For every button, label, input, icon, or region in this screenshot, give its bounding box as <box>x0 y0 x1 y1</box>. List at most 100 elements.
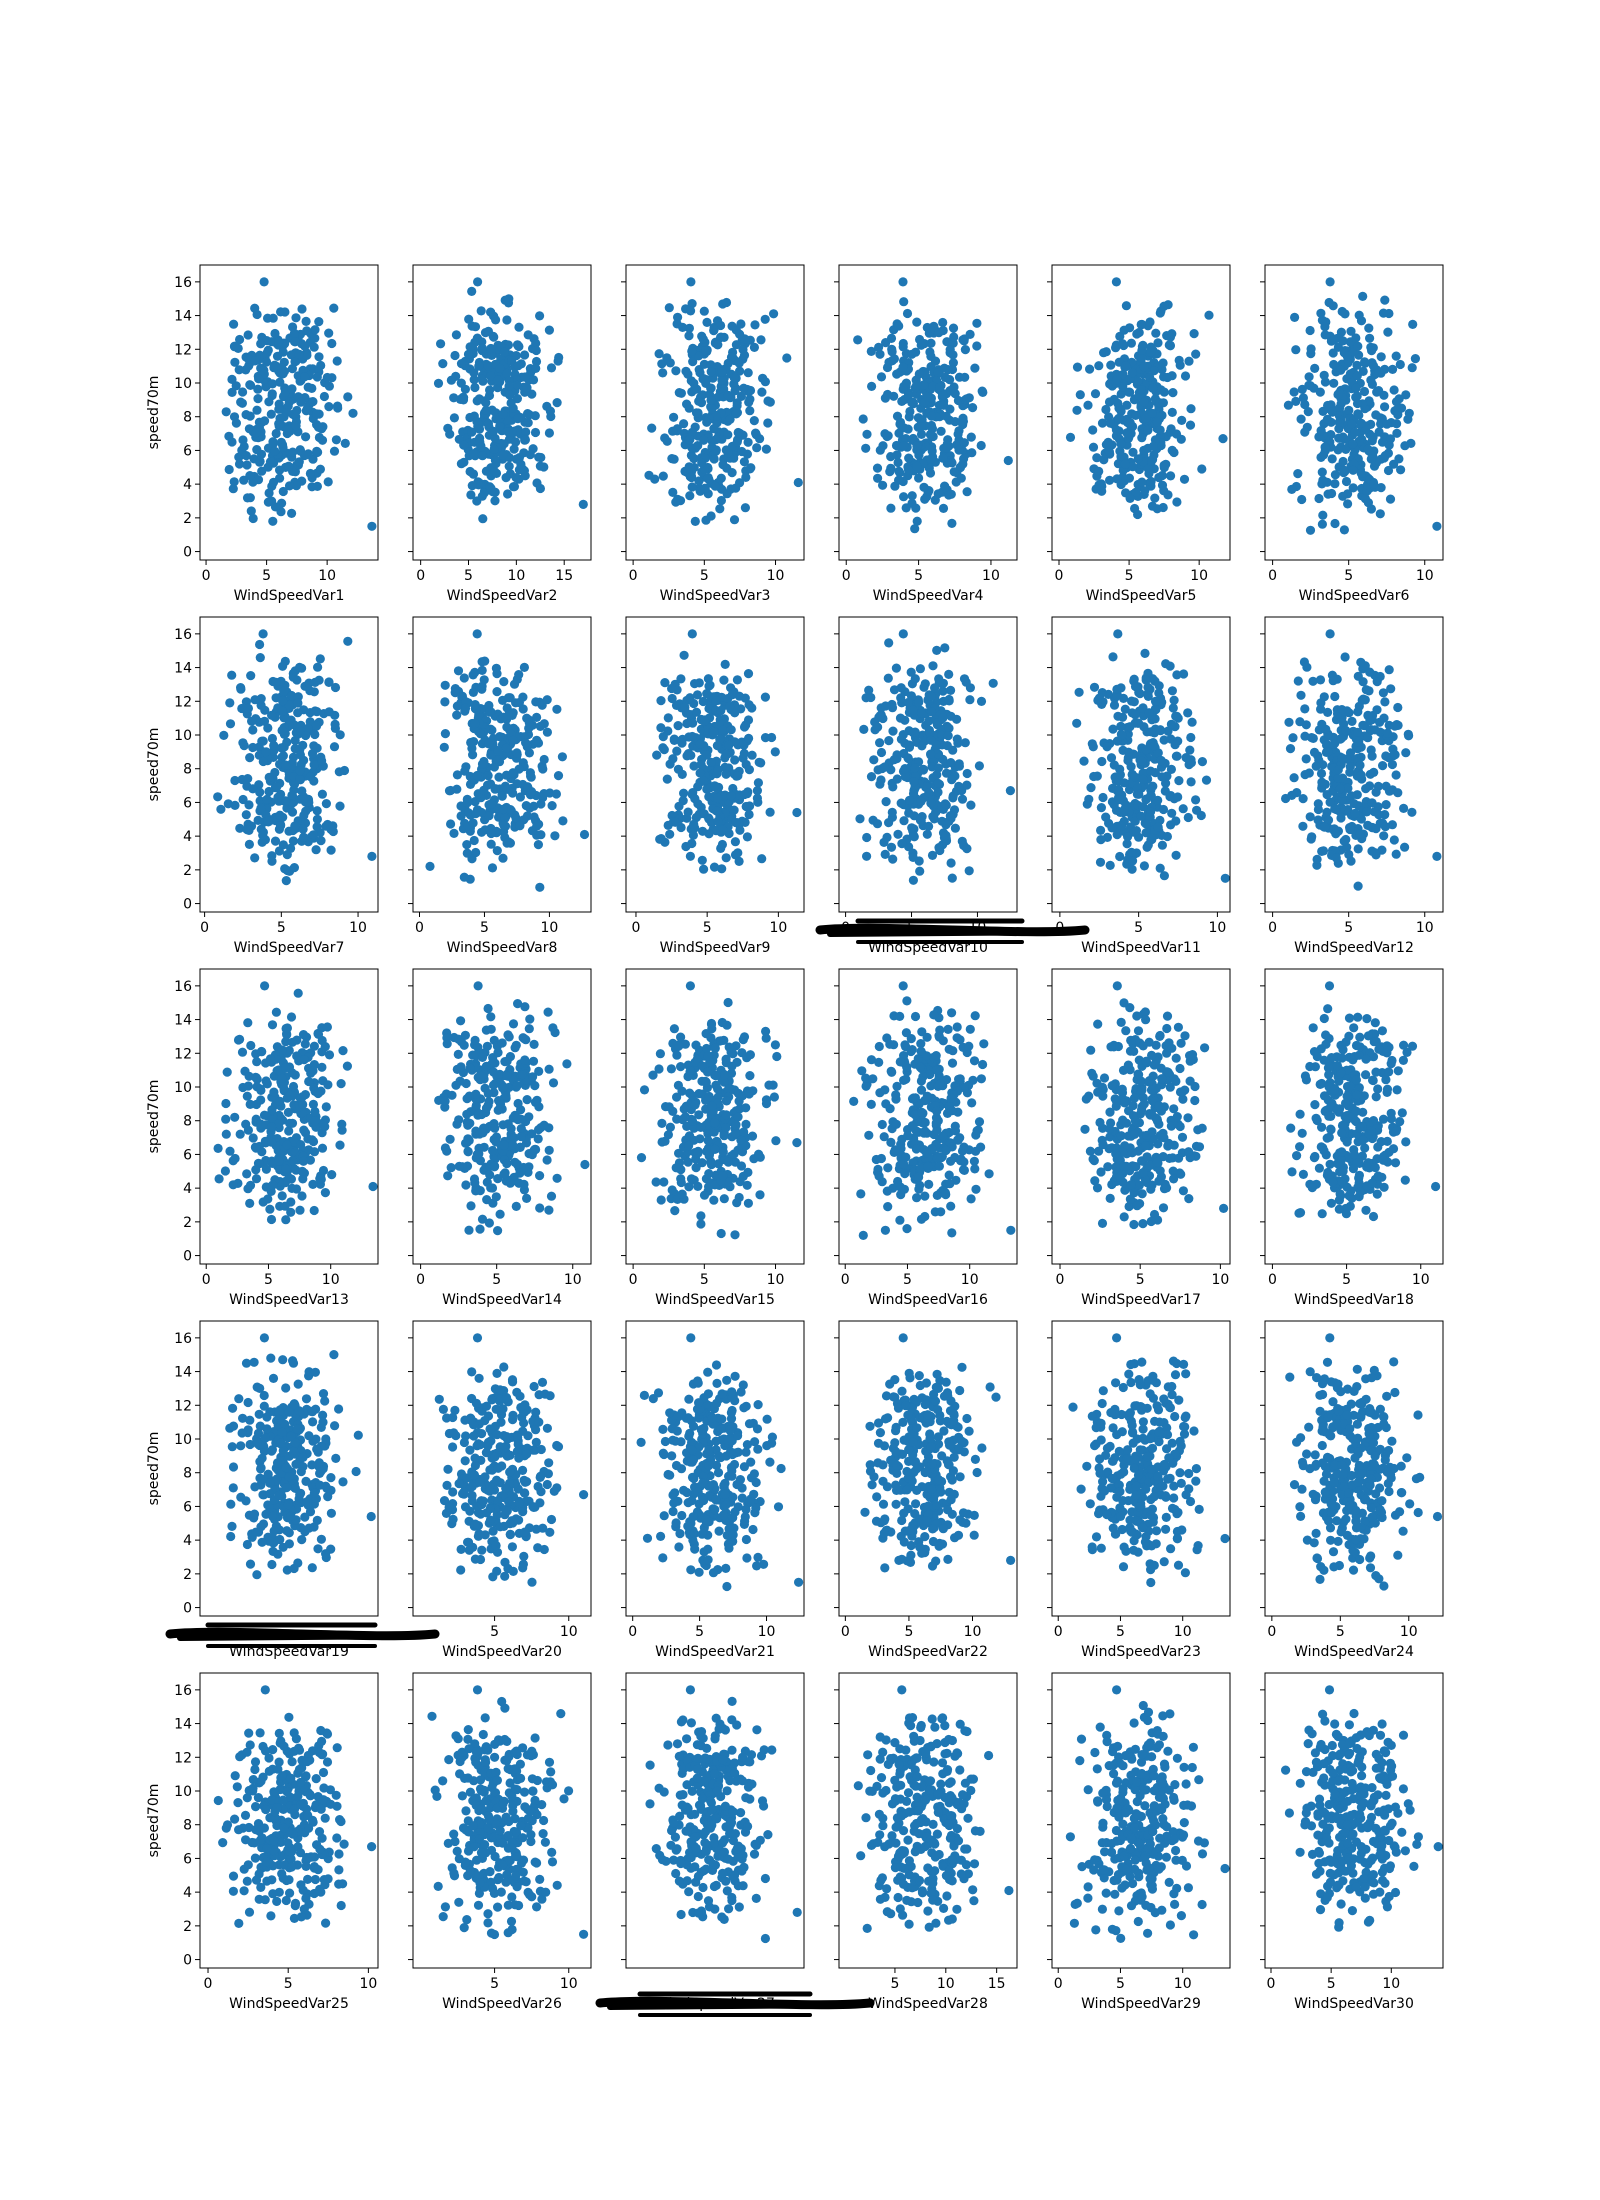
scatter-point <box>1380 697 1390 707</box>
scatter-point <box>293 708 303 718</box>
scatter-point <box>284 1126 294 1136</box>
scatter-point <box>224 464 234 475</box>
scatter-point <box>272 782 282 792</box>
x-axis-label: WindSpeedVar7 <box>234 940 345 956</box>
scatter-point <box>715 504 725 514</box>
scatter-point <box>1150 676 1160 686</box>
scatter-point <box>959 674 970 684</box>
scatter-point <box>492 669 502 679</box>
scatter-point <box>460 703 471 714</box>
scatter-point <box>882 389 893 400</box>
scatter-point <box>1356 770 1366 780</box>
scatter-point <box>502 1056 512 1066</box>
scatter-point <box>908 705 918 715</box>
scatter-point <box>1146 727 1156 737</box>
scatter-point <box>739 789 750 800</box>
scatter-point <box>965 695 975 705</box>
scatter-point <box>706 395 716 405</box>
scatter-point <box>710 1144 720 1154</box>
scatter-point <box>1105 418 1115 428</box>
scatter-point <box>1401 748 1411 758</box>
scatter-point <box>274 404 284 414</box>
scatter-point <box>704 681 714 691</box>
scatter-point <box>488 426 498 436</box>
scatter-point <box>1317 519 1327 529</box>
scatter-point <box>297 1191 307 1201</box>
scatter-point <box>296 397 306 407</box>
scatter-point <box>511 1040 521 1050</box>
scatter-point <box>699 864 709 874</box>
scatter-point <box>513 999 523 1009</box>
plot-frame <box>412 264 592 561</box>
scatter-point <box>656 1195 666 1205</box>
scatter-point <box>1284 717 1294 727</box>
scatter-point <box>252 309 262 320</box>
scatter-point <box>1094 466 1104 476</box>
x-axis-label: WindSpeedVar13 <box>229 1292 349 1308</box>
scatter-point <box>312 743 322 753</box>
x-axis-label: WindSpeedVar4 <box>873 588 984 604</box>
scatter-point <box>731 483 741 493</box>
scatter-point <box>1296 690 1306 700</box>
scatter-point <box>1370 725 1380 735</box>
scatter-point <box>235 1034 245 1044</box>
scatter-point <box>263 723 273 733</box>
scatter-point <box>502 722 512 732</box>
scatter-point <box>695 1134 705 1144</box>
scatter-point <box>464 1225 474 1235</box>
scatter-point <box>320 1042 330 1052</box>
scatter-point <box>255 787 265 797</box>
scatter-point <box>1089 682 1100 692</box>
scatter-point <box>880 849 890 860</box>
scatter-point <box>951 477 961 487</box>
scatter-point <box>710 1118 720 1128</box>
scatter-point <box>310 1106 320 1117</box>
scatter-point <box>512 1081 522 1091</box>
scatter-point <box>498 450 508 460</box>
scatter-point <box>1144 708 1154 718</box>
scatter-point <box>239 441 249 452</box>
scatter-point <box>1005 786 1016 796</box>
scatter-point <box>305 686 315 696</box>
scatter-point <box>701 1077 711 1087</box>
scatter-point <box>499 439 509 449</box>
scatter-point <box>1330 804 1340 814</box>
scatter-point <box>1178 804 1188 814</box>
scatter-point <box>501 743 511 753</box>
scatter-point <box>461 1180 471 1190</box>
scatter-point <box>926 338 936 348</box>
scatter-point <box>939 363 950 373</box>
scatter-point <box>335 730 345 740</box>
scatter-point <box>696 1211 706 1221</box>
scatter-point <box>291 421 301 431</box>
scatter-point <box>738 1171 748 1181</box>
scatter-point <box>1345 762 1355 772</box>
scatter-point <box>535 882 545 892</box>
scatter-point <box>1322 414 1332 424</box>
scatter-point <box>287 1183 297 1193</box>
scatter-point <box>741 466 751 476</box>
scatter-point <box>1171 429 1182 439</box>
scatter-point <box>267 379 278 389</box>
x-axis-label: WindSpeedVar1 <box>234 588 345 604</box>
scatter-point <box>685 434 695 445</box>
scatter-point <box>367 521 377 531</box>
scatter-point <box>680 702 690 713</box>
scatter-point <box>282 407 292 418</box>
scatter-point <box>888 854 898 864</box>
scatter-point <box>743 1198 754 1208</box>
scatter-point <box>268 516 278 526</box>
scatter-point <box>731 340 742 350</box>
scatter-point <box>1072 405 1082 415</box>
scatter-point <box>533 840 544 850</box>
scatter-point <box>656 696 666 706</box>
scatter-point <box>689 1175 699 1185</box>
scatter-point <box>255 1084 265 1094</box>
scatter-point <box>1328 676 1338 686</box>
scatter-point <box>1108 724 1118 734</box>
scatter-point <box>1107 823 1117 833</box>
scatter-point <box>888 782 898 792</box>
scatter-point <box>250 356 260 366</box>
scatter-point <box>953 738 963 748</box>
scatter-point <box>1362 807 1372 817</box>
